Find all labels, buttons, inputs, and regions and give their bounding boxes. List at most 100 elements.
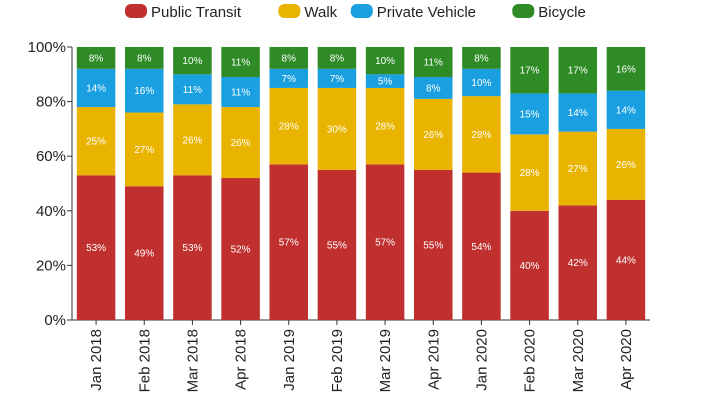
data-label-private-vehicle: 5% [378,77,393,88]
bar-segment-bicycle[interactable] [558,47,598,94]
bar-stack-feb-2018[interactable]: 49% 27% 16% 8% [124,47,164,320]
bar-segment-private-vehicle[interactable] [124,68,164,113]
bar-segment-private-vehicle[interactable] [365,74,405,88]
bar-segment-private-vehicle[interactable] [221,77,260,108]
x-tick-label: Feb 2020 [522,329,539,392]
bar-segment-walk[interactable] [413,98,453,170]
bar-segment-bicycle[interactable] [317,47,357,69]
bar-stack-jan-2019[interactable]: 57% 28% 7% 8% [269,47,309,320]
bar-segment-bicycle[interactable] [606,47,646,91]
bar-segment-bicycle[interactable] [124,47,164,69]
bar-segment-walk[interactable] [124,112,164,187]
bar-segment-private-vehicle[interactable] [269,68,309,88]
data-label-bicycle: 8% [137,53,152,64]
bar-segment-walk[interactable] [173,104,212,176]
data-label-walk: 27% [568,164,588,175]
bar-segment-walk[interactable] [269,87,309,165]
bar-segment-public-transit[interactable] [173,175,212,320]
bar-stack-jan-2020[interactable]: 54% 28% 10% 8% [462,47,501,320]
x-axis: Jan 2018 Feb 2018 Mar 2018 Apr 2018 Jan 2019… [72,319,650,392]
y-axis: 0% 20% 40% 60% 80% 100% [28,39,73,329]
bar-segment-walk[interactable] [365,87,405,165]
bar-segment-walk[interactable] [606,128,646,200]
bar-segment-bicycle[interactable] [76,47,116,69]
x-tick-label: Jan 2018 [88,329,105,391]
data-label-private-vehicle: 11% [183,85,202,96]
bar-segment-public-transit[interactable] [124,186,164,320]
bar-segment-walk[interactable] [221,107,260,179]
bar-segment-bicycle[interactable] [269,47,309,69]
data-label-private-vehicle: 11% [231,88,250,99]
bar-stack-mar-2020[interactable]: 42% 27% 14% 17% [558,47,598,320]
bar-segment-bicycle[interactable] [462,47,501,69]
bar-segment-public-transit[interactable] [558,205,598,320]
data-label-private-vehicle: 8% [426,83,441,94]
bar-segment-private-vehicle[interactable] [462,68,501,97]
bar-stack-apr-2018[interactable]: 52% 26% 11% 11% [221,47,260,320]
bar-segment-private-vehicle[interactable] [510,93,549,135]
legend-item-private-vehicle[interactable]: Private Vehicle [350,4,476,21]
bar-segment-walk[interactable] [558,131,598,206]
data-label-private-vehicle: 14% [616,105,636,116]
bar-segment-private-vehicle[interactable] [317,68,357,88]
legend-label-bicycle: Bicycle [538,4,586,21]
data-label-public-transit: 55% [327,240,347,251]
bar-stack-mar-2018[interactable]: 53% 26% 11% 10% [173,47,212,320]
bar-segment-walk[interactable] [317,87,357,170]
data-label-walk: 28% [375,122,395,133]
bar-segment-public-transit[interactable] [510,210,549,320]
bar-segment-public-transit[interactable] [269,164,309,320]
bar-segment-private-vehicle[interactable] [76,68,116,108]
data-label-public-transit: 53% [86,243,106,254]
bar-segment-public-transit[interactable] [413,169,453,320]
bar-segment-bicycle[interactable] [510,47,549,94]
legend-item-walk[interactable]: Walk [278,4,338,21]
legend-swatch-bicycle [512,4,535,18]
data-label-private-vehicle: 14% [568,108,588,119]
bar-segment-bicycle[interactable] [365,47,405,75]
data-label-walk: 27% [134,145,154,156]
bar-stack-feb-2020[interactable]: 40% 28% 15% 17% [510,47,549,320]
data-label-private-vehicle: 7% [330,74,345,85]
data-label-public-transit: 55% [423,240,443,251]
bar-segment-private-vehicle[interactable] [173,74,212,105]
x-tick-label: Feb 2019 [329,329,346,392]
bar-stack-feb-2019[interactable]: 55% 30% 7% 8% [317,47,357,320]
bar-segment-bicycle[interactable] [173,47,212,75]
bar-segment-public-transit[interactable] [317,169,357,320]
data-label-private-vehicle: 15% [520,109,540,120]
data-label-walk: 26% [616,160,636,171]
bar-segment-public-transit[interactable] [76,175,116,320]
bar-segment-walk[interactable] [462,96,501,173]
bar-segment-public-transit[interactable] [462,172,501,320]
bar-segment-private-vehicle[interactable] [606,90,646,129]
data-label-public-transit: 42% [568,258,588,269]
bar-segment-public-transit[interactable] [221,178,260,320]
bar-stack-mar-2019[interactable]: 57% 28% 5% 10% [365,47,405,320]
bar-segment-private-vehicle[interactable] [413,77,453,99]
y-tick-label: 0% [44,312,66,329]
x-tick-label: Apr 2020 [618,329,635,390]
bar-segment-private-vehicle[interactable] [558,93,598,132]
y-tick-label: 100% [28,39,66,56]
bar-segment-public-transit[interactable] [365,164,405,320]
bar-segment-bicycle[interactable] [413,47,453,78]
x-tick-label: Feb 2018 [136,329,153,392]
bar-stack-apr-2019[interactable]: 55% 26% 8% 11% [413,47,453,320]
bar-segment-bicycle[interactable] [221,47,260,78]
x-tick-label: Mar 2019 [377,329,394,392]
data-label-public-transit: 57% [279,238,299,249]
data-label-bicycle: 8% [474,53,489,64]
bar-stack-jan-2018[interactable]: 53% 25% 14% 8% [76,47,116,320]
legend-item-public-transit[interactable]: Public Transit [125,4,242,21]
bar-segment-walk[interactable] [510,134,549,211]
data-label-public-transit: 40% [520,261,540,272]
x-tick-label: Apr 2019 [425,329,442,390]
bar-segment-public-transit[interactable] [606,199,646,320]
bar-segment-walk[interactable] [76,107,116,176]
legend-label-walk: Walk [304,4,337,21]
legend-item-bicycle[interactable]: Bicycle [512,4,586,21]
bar-stack-apr-2020[interactable]: 44% 26% 14% 16% [606,47,646,320]
